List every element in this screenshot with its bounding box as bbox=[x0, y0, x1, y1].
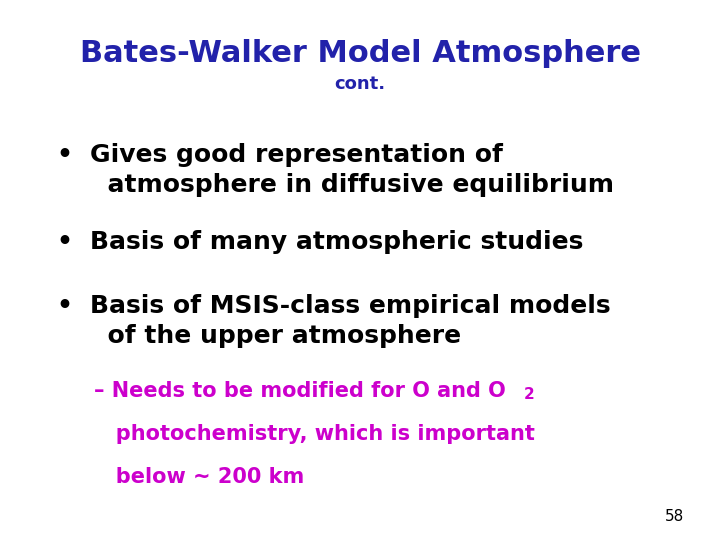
Text: Bates-Walker Model Atmosphere: Bates-Walker Model Atmosphere bbox=[79, 39, 641, 69]
Text: Gives good representation of
  atmosphere in diffusive equilibrium: Gives good representation of atmosphere … bbox=[90, 143, 614, 197]
Text: •: • bbox=[57, 294, 73, 318]
Text: •: • bbox=[57, 143, 73, 167]
Text: photochemistry, which is important: photochemistry, which is important bbox=[94, 424, 534, 444]
Text: Basis of many atmospheric studies: Basis of many atmospheric studies bbox=[90, 230, 583, 253]
Text: Basis of MSIS-class empirical models
  of the upper atmosphere: Basis of MSIS-class empirical models of … bbox=[90, 294, 611, 348]
Text: below ~ 200 km: below ~ 200 km bbox=[94, 467, 304, 487]
Text: 58: 58 bbox=[665, 509, 684, 524]
Text: cont.: cont. bbox=[334, 75, 386, 93]
Text: – Needs to be modified for O and O: – Needs to be modified for O and O bbox=[94, 381, 505, 401]
Text: 2: 2 bbox=[524, 387, 535, 402]
Text: •: • bbox=[57, 230, 73, 253]
